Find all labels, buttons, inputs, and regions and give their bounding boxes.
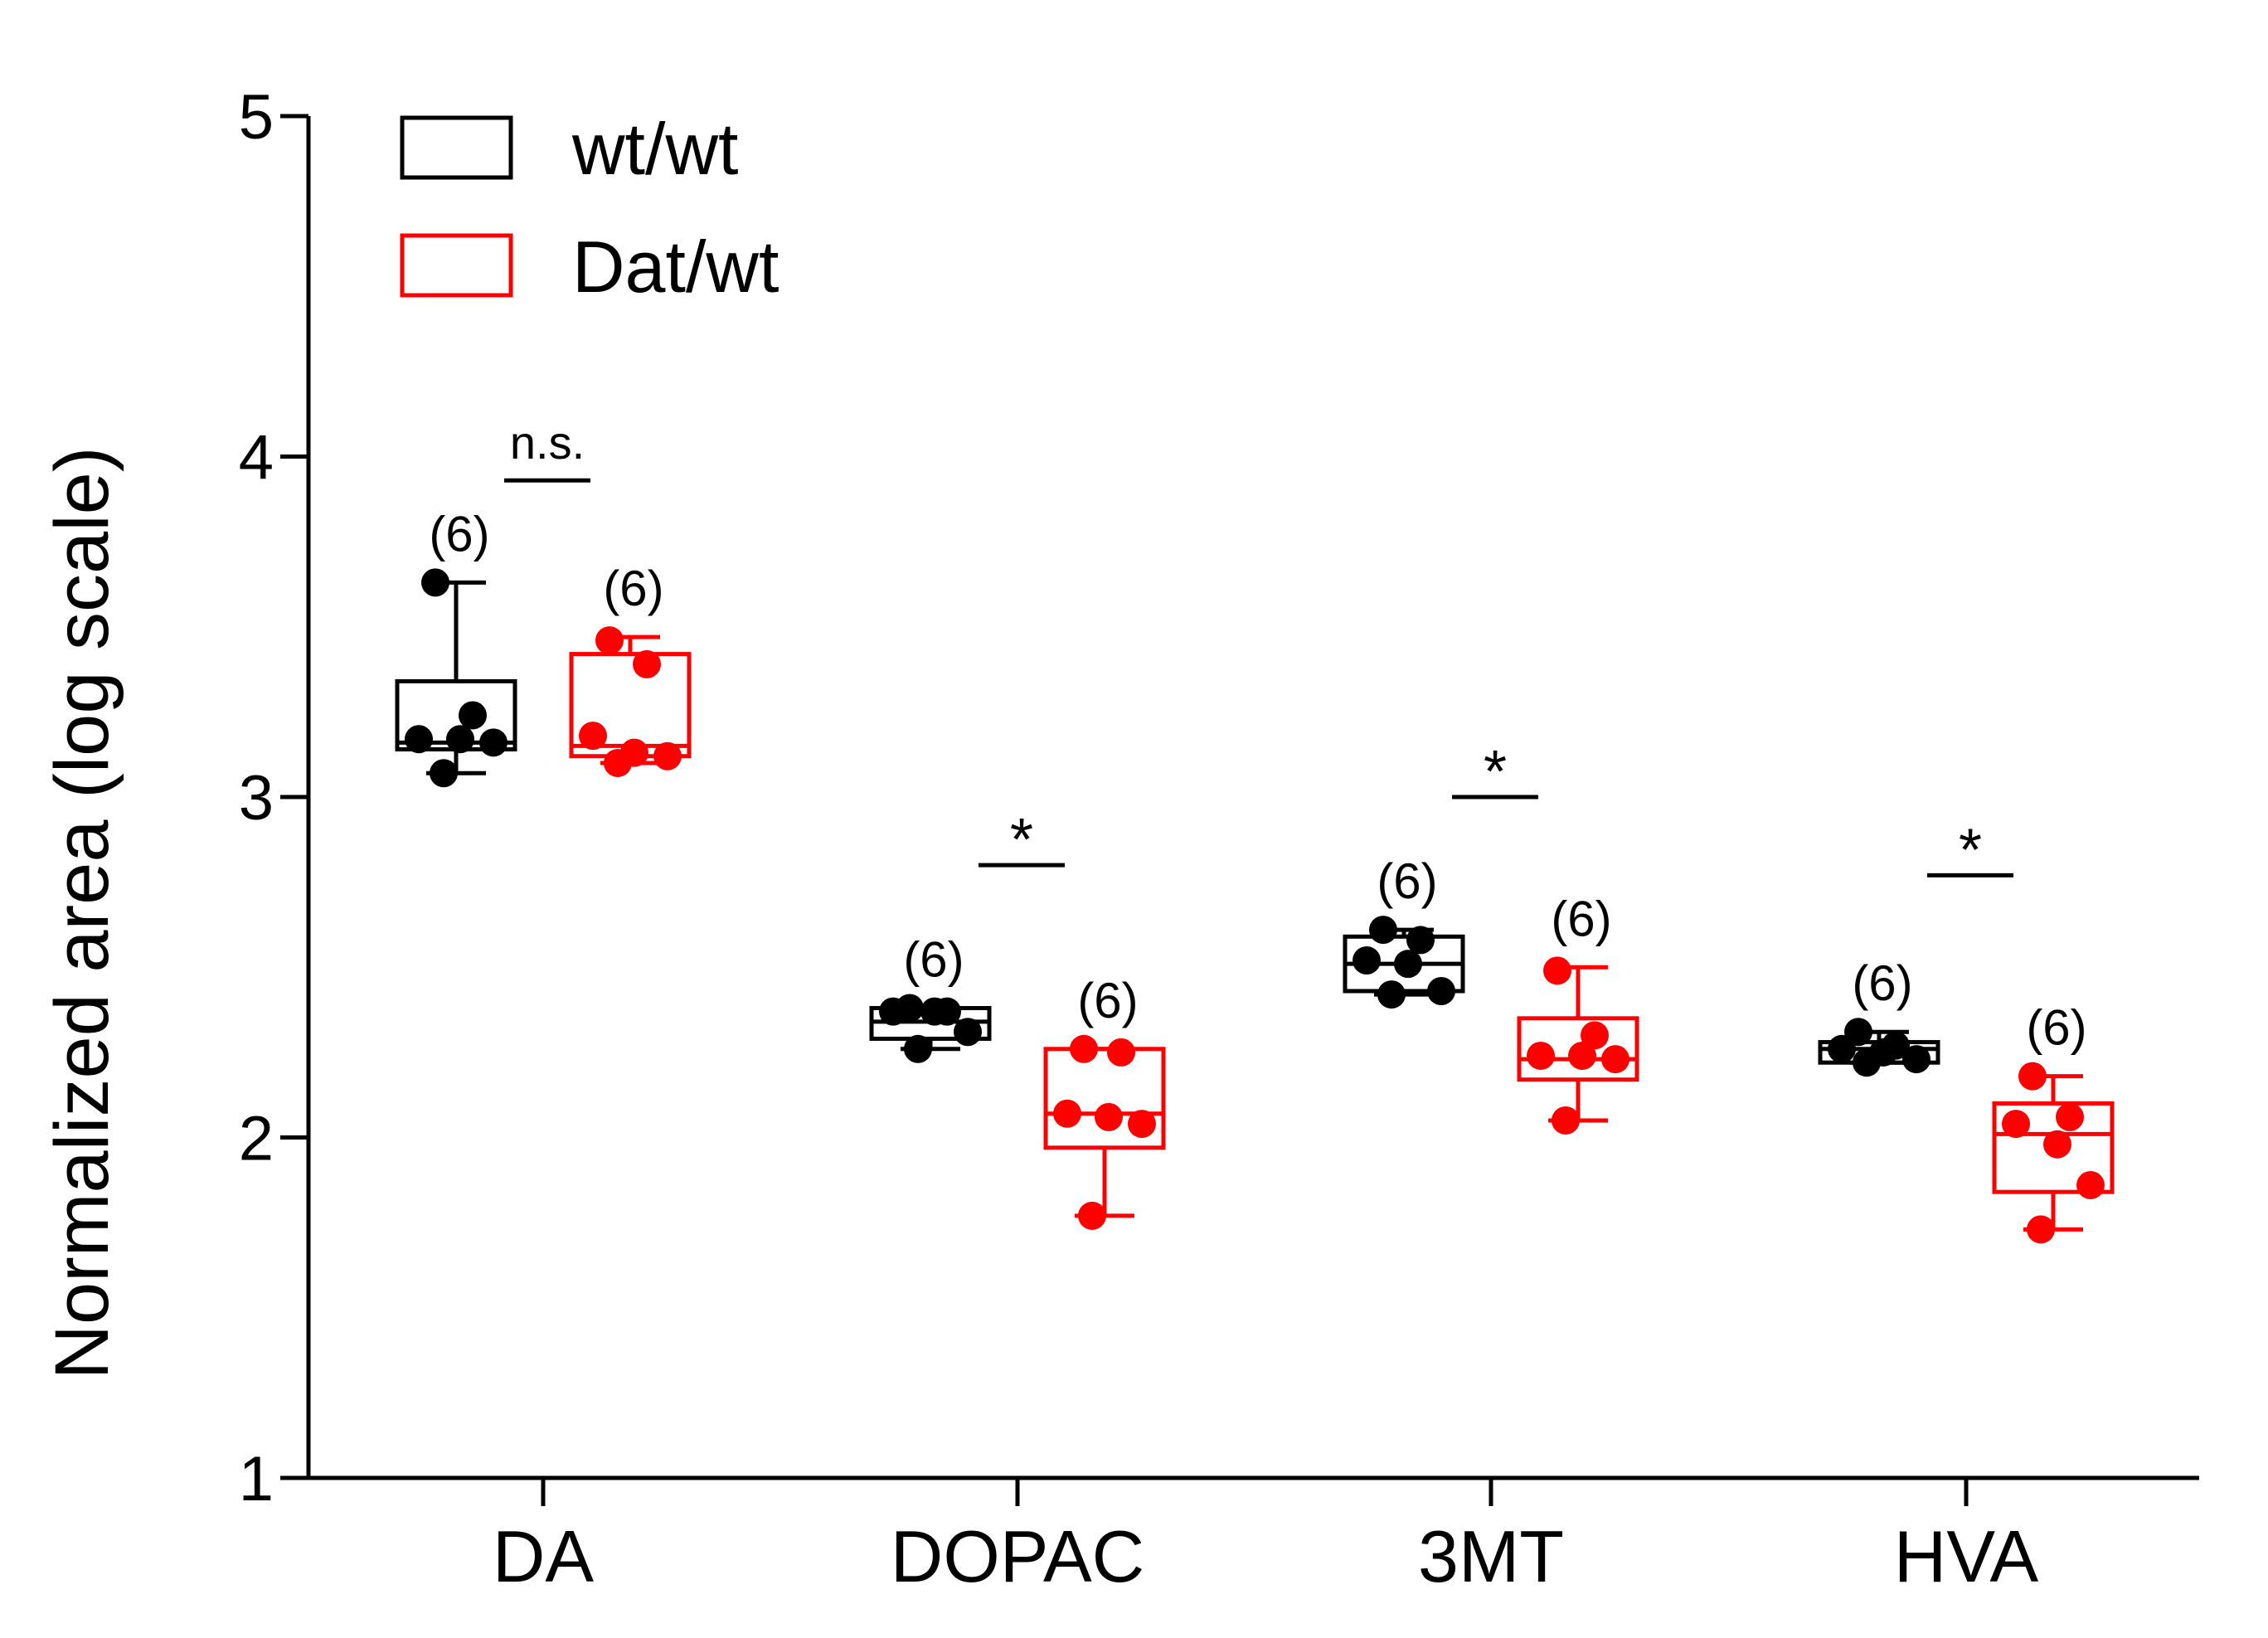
n-label: (6) xyxy=(603,561,663,616)
box-body xyxy=(1043,1047,1166,1150)
data-point xyxy=(604,748,632,777)
legend-label-0: wt/wt xyxy=(571,108,738,190)
y-tick-label-1: 1 xyxy=(239,1444,274,1514)
data-point xyxy=(579,722,607,751)
data-point xyxy=(1552,1106,1580,1135)
box-plots: (6) (6) (6) (6) (6) (6) (6) (6) xyxy=(395,506,2115,1244)
data-point xyxy=(879,997,907,1026)
axes xyxy=(306,116,2199,1480)
data-point xyxy=(1070,1034,1098,1063)
data-point xyxy=(1078,1201,1106,1230)
data-point xyxy=(405,725,433,754)
n-label: (6) xyxy=(903,932,964,988)
data-point xyxy=(1568,1041,1596,1070)
data-point xyxy=(2018,1062,2047,1091)
data-point xyxy=(1406,926,1435,955)
x-tick-label-hva: HVA xyxy=(1894,1515,2039,1597)
data-point xyxy=(1581,1021,1609,1050)
data-point xyxy=(2002,1110,2030,1139)
data-point xyxy=(2056,1102,2084,1131)
box-wt-wt-dopac: (6) xyxy=(869,932,992,1063)
data-point xyxy=(2076,1170,2105,1199)
n-label: (6) xyxy=(1077,973,1138,1028)
n-label: (6) xyxy=(2026,1000,2086,1056)
sig-label-da: n.s. xyxy=(510,416,585,469)
box-dat-wt-dopac: (6) xyxy=(1043,973,1166,1230)
box-wt-wt-3mt: (6) xyxy=(1343,853,1465,1009)
y-axis-title: Normalized area (log scale) xyxy=(40,447,124,1380)
legend: wt/wt Dat/wt xyxy=(400,108,779,308)
box-dat-wt-3mt: (6) xyxy=(1517,891,1639,1135)
data-point xyxy=(2027,1215,2055,1244)
x-axis-ticks: DA DOPAC 3MT HVA xyxy=(493,1478,2039,1597)
data-point xyxy=(1427,976,1455,1005)
data-point xyxy=(1828,1034,1856,1063)
x-tick-label-da: DA xyxy=(493,1515,595,1597)
box-wt-wt-hva: (6) xyxy=(1818,955,1940,1077)
data-point xyxy=(1053,1099,1081,1128)
y-tick-label-5: 5 xyxy=(239,82,274,153)
data-point xyxy=(1394,950,1422,979)
data-point xyxy=(954,1018,982,1047)
legend-swatch-0 xyxy=(400,115,513,180)
box-dat-wt-da: (6) xyxy=(569,561,692,777)
data-point xyxy=(430,759,458,788)
data-point xyxy=(1095,1102,1123,1131)
box-wt-wt-da: (6) xyxy=(395,506,517,788)
data-point xyxy=(1377,980,1406,1009)
box-body xyxy=(1992,1101,2115,1194)
sig-label-3mt: * xyxy=(1484,739,1507,805)
data-point xyxy=(446,725,474,754)
legend-swatch-1 xyxy=(400,233,513,298)
data-point xyxy=(595,626,624,655)
data-point xyxy=(1853,1048,1881,1077)
data-point xyxy=(1128,1110,1156,1139)
y-tick-label-3: 3 xyxy=(239,763,274,834)
y-axis-ticks: 1 2 3 4 5 xyxy=(239,82,308,1514)
data-point xyxy=(920,997,949,1026)
y-tick-label-4: 4 xyxy=(239,423,274,493)
legend-label-1: Dat/wt xyxy=(572,226,779,308)
data-point xyxy=(421,568,449,597)
data-point xyxy=(633,649,661,678)
data-point xyxy=(1369,916,1397,945)
data-point xyxy=(1527,1041,1555,1070)
data-point xyxy=(1543,956,1571,985)
box-dat-wt-hva: (6) xyxy=(1992,1000,2115,1244)
n-label: (6) xyxy=(1377,853,1437,909)
n-label: (6) xyxy=(1852,955,1912,1011)
data-point xyxy=(479,728,508,757)
n-label: (6) xyxy=(429,506,489,561)
x-tick-label-3mt: 3MT xyxy=(1418,1515,1564,1597)
y-tick-label-2: 2 xyxy=(239,1104,274,1174)
sig-label-hva: * xyxy=(1959,817,1982,883)
data-point xyxy=(2043,1130,2071,1159)
sig-label-dopac: * xyxy=(1010,807,1033,873)
data-point xyxy=(653,741,682,770)
n-label: (6) xyxy=(1551,891,1611,946)
data-point xyxy=(1107,1038,1135,1067)
significance-annotations: n.s. * * * xyxy=(504,416,2013,883)
box-body xyxy=(1517,1016,1639,1082)
x-tick-label-dopac: DOPAC xyxy=(891,1515,1144,1597)
data-point xyxy=(1353,946,1381,975)
data-point xyxy=(1902,1045,1930,1074)
data-point xyxy=(459,701,487,730)
data-point xyxy=(1601,1045,1629,1074)
data-point xyxy=(904,1034,932,1063)
